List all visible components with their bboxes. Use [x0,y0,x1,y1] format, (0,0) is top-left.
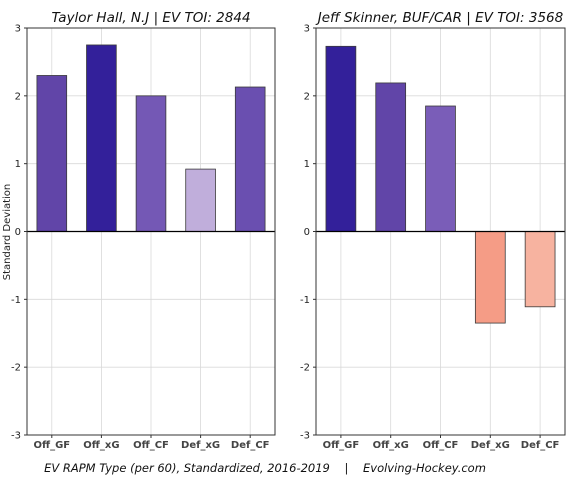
chart-panels: Taylor Hall, N.J | EV TOI: 2844 -3 -2 -1 0 1 2… [11,10,566,451]
x-tick-label: Def_xG [471,440,510,451]
y-tick-label: 1 [304,159,310,170]
x-tick-label: Off_GF [33,440,70,451]
bar-off-cf [425,105,456,232]
bar-def-cf [524,231,556,308]
y-tick-label: 3 [15,24,21,35]
bar-off-gf [325,45,357,232]
x-tick-label: Off_GF [323,440,360,451]
y-tick-label: 1 [15,159,21,170]
x-tick-label: Def_xG [181,440,220,451]
footer-caption: EV RAPM Type (per 60), Standardized, 201… [44,461,486,475]
y-tick-label: -1 [300,295,310,306]
bar-def-xg [474,231,506,324]
chart-panel-2: Jeff Skinner, BUF/CAR | EV TOI: 3568 -3 -2… [300,10,566,451]
x-tick-label: Def_CF [521,440,560,451]
chart-panel-1: Taylor Hall, N.J | EV TOI: 2844 -3 -2 -1 0 1 2… [11,10,276,451]
y-tick-label: -1 [11,295,21,306]
y-tick-label: -2 [11,363,21,374]
bar-def-xg [185,168,216,232]
x-tick-label: Off_xG [373,440,409,451]
chart-title: Jeff Skinner, BUF/CAR | EV TOI: 3568 [315,10,564,26]
chart-title: Taylor Hall, N.J | EV TOI: 2844 [51,10,250,26]
bar-off-xg [86,44,117,232]
bar-def-cf [234,86,266,232]
bar-off-gf [36,75,68,232]
x-tick-label: Off_CF [423,440,459,451]
x-tick-label: Def_CF [231,440,270,451]
y-tick-label: -3 [11,431,21,442]
y-tick-label: 0 [304,227,310,238]
y-tick-label: 3 [304,24,310,35]
bar-off-xg [375,82,407,232]
y-tick-label: 2 [304,91,310,102]
y-tick-label: 0 [15,227,21,238]
x-tick-label: Off_xG [83,440,119,451]
y-tick-label: -3 [300,431,310,442]
y-axis-label: Standard Deviation [2,184,13,281]
bar-off-cf [135,95,167,232]
x-tick-label: Off_CF [133,440,169,451]
y-tick-label: -2 [300,363,310,374]
y-tick-label: 2 [15,91,21,102]
